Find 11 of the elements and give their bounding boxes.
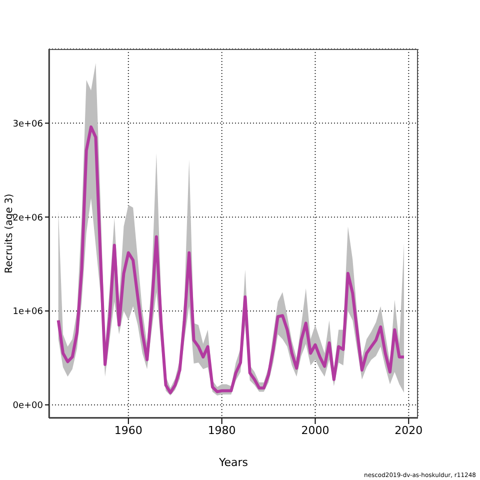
x-tick-label: 2020 [394, 424, 423, 437]
y-tick-label: 1e+06 [12, 307, 44, 318]
x-tick-label: 2000 [301, 424, 330, 437]
y-tick-label: 0e+00 [12, 401, 44, 412]
x-tick-label: 1980 [208, 424, 236, 437]
line-series [56, 125, 406, 394]
y-tick-label: 2e+06 [12, 213, 44, 224]
y-tick-label: 3e+06 [12, 119, 44, 130]
x-axis-title: Years [218, 456, 248, 469]
y-axis-title: Recruits (age 3) [4, 194, 15, 274]
x-tick-label: 1960 [114, 424, 142, 437]
